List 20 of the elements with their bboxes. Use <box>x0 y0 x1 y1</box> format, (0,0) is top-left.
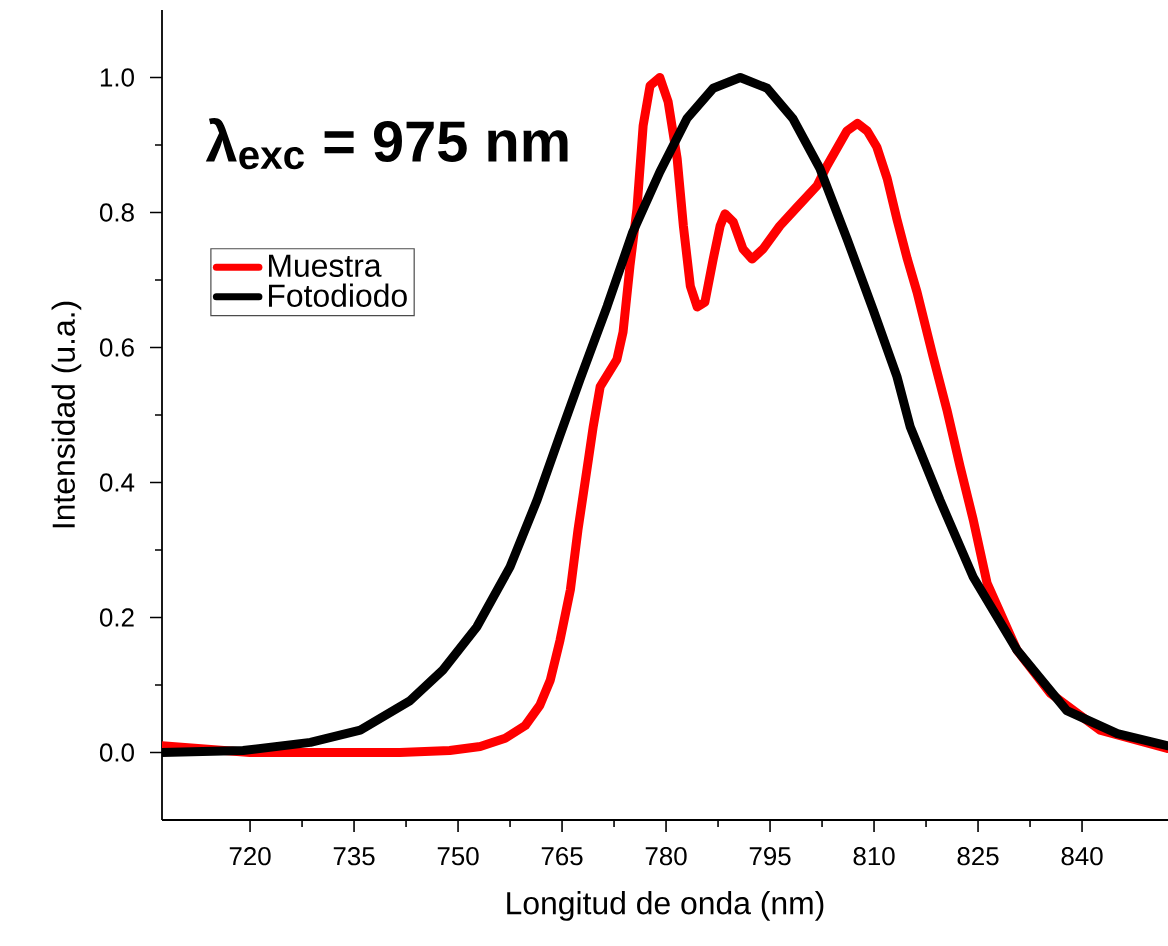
y-tick-label: 1.0 <box>100 68 134 87</box>
y-axis-title: Intensidad (u.a.) <box>51 301 82 528</box>
annotation: λ$_{exc}$ = 975 nm <box>205 118 568 170</box>
x-axis-title: Longitud de onda (nm) <box>507 891 824 921</box>
x-tick-label: 795 <box>749 847 791 866</box>
x-tick-label: 810 <box>853 847 895 866</box>
x-tick-label: 840 <box>1061 847 1103 866</box>
y-tick-label: 0.6 <box>99 338 134 357</box>
legend-label: Fotodiodo <box>269 283 407 308</box>
x-tick-label: 825 <box>957 847 999 866</box>
y-tick-label: 0.2 <box>99 608 134 627</box>
x-tick-label: 780 <box>645 847 687 866</box>
y-tick-label: 0.4 <box>99 473 135 492</box>
x-tick-label: 750 <box>437 847 479 866</box>
y-tick-label: 0.8 <box>99 203 134 222</box>
x-tick-label: 765 <box>541 847 583 866</box>
x-tick-label: 735 <box>333 847 375 866</box>
x-tick-label: 720 <box>229 847 271 866</box>
y-tick-label: 0.0 <box>99 743 134 762</box>
legend-label: Muestra <box>269 254 382 277</box>
